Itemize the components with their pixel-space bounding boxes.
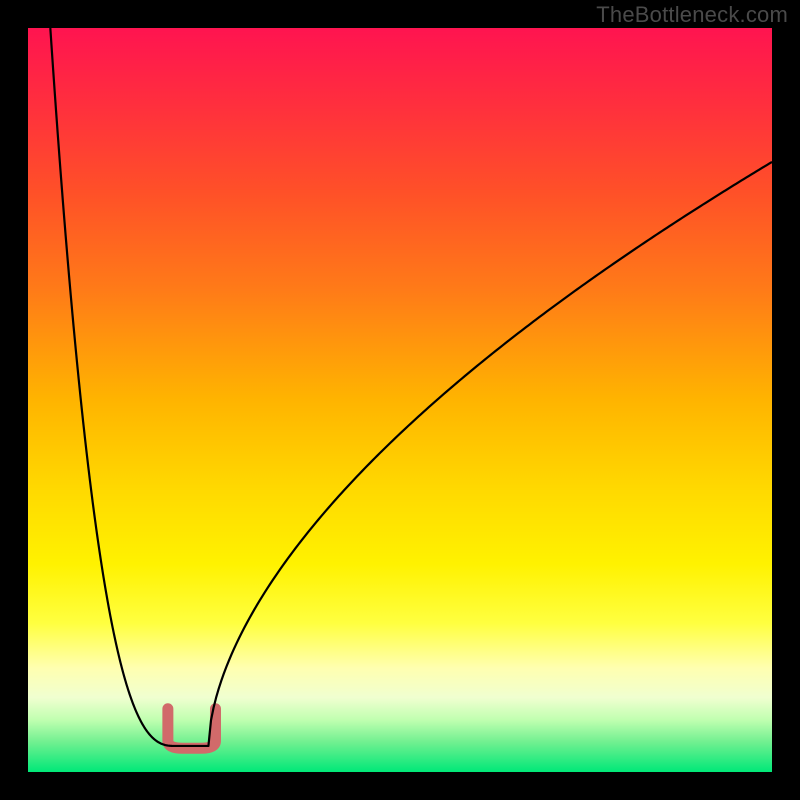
- chart-root: TheBottleneck.com: [0, 0, 800, 800]
- gradient-background: [28, 28, 772, 772]
- watermark-text: TheBottleneck.com: [596, 2, 788, 28]
- chart-svg: [0, 0, 800, 800]
